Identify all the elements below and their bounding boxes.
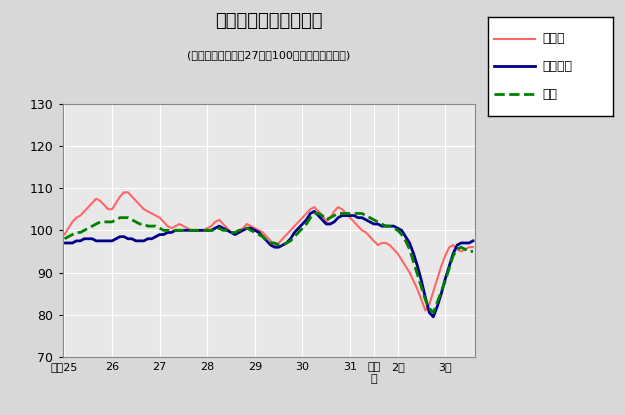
全国 <box>441 278 449 283</box>
Line: 全国: 全国 <box>64 213 473 312</box>
全国 <box>180 228 188 233</box>
鳥取県 <box>469 245 477 250</box>
鳥取県 <box>61 232 68 237</box>
鳥取県 <box>422 308 429 313</box>
中国地方 <box>72 238 80 243</box>
全国 <box>461 247 469 252</box>
鳥取県 <box>184 226 191 231</box>
中国地方 <box>311 209 318 214</box>
全国 <box>469 249 477 254</box>
Text: 中国地方: 中国地方 <box>542 60 572 73</box>
中国地方 <box>441 276 449 281</box>
Text: (季節調整済、平成27年＝100、３ヶ月移動平均): (季節調整済、平成27年＝100、３ヶ月移動平均) <box>187 50 351 60</box>
全国 <box>72 230 80 235</box>
中国地方 <box>164 230 171 235</box>
鳥取県 <box>168 226 176 231</box>
中国地方 <box>461 240 469 245</box>
全国 <box>164 228 171 233</box>
鳥取県 <box>441 253 449 258</box>
中国地方 <box>263 238 271 243</box>
鳥取県 <box>461 247 469 252</box>
Text: 全国: 全国 <box>542 88 558 101</box>
全国 <box>263 238 271 243</box>
Text: 鉄工業生産指数の推移: 鉄工業生産指数の推移 <box>215 12 322 30</box>
Line: 中国地方: 中国地方 <box>64 211 473 317</box>
中国地方 <box>469 238 477 243</box>
中国地方 <box>180 228 188 233</box>
全国 <box>311 211 318 216</box>
中国地方 <box>61 240 68 245</box>
全国 <box>429 310 437 315</box>
鳥取県 <box>72 215 80 220</box>
全国 <box>61 236 68 241</box>
鳥取県 <box>267 238 274 243</box>
Line: 鳥取県: 鳥取県 <box>64 192 473 310</box>
鳥取県 <box>120 190 127 195</box>
中国地方 <box>429 314 437 319</box>
Text: 鳥取県: 鳥取県 <box>542 32 565 45</box>
